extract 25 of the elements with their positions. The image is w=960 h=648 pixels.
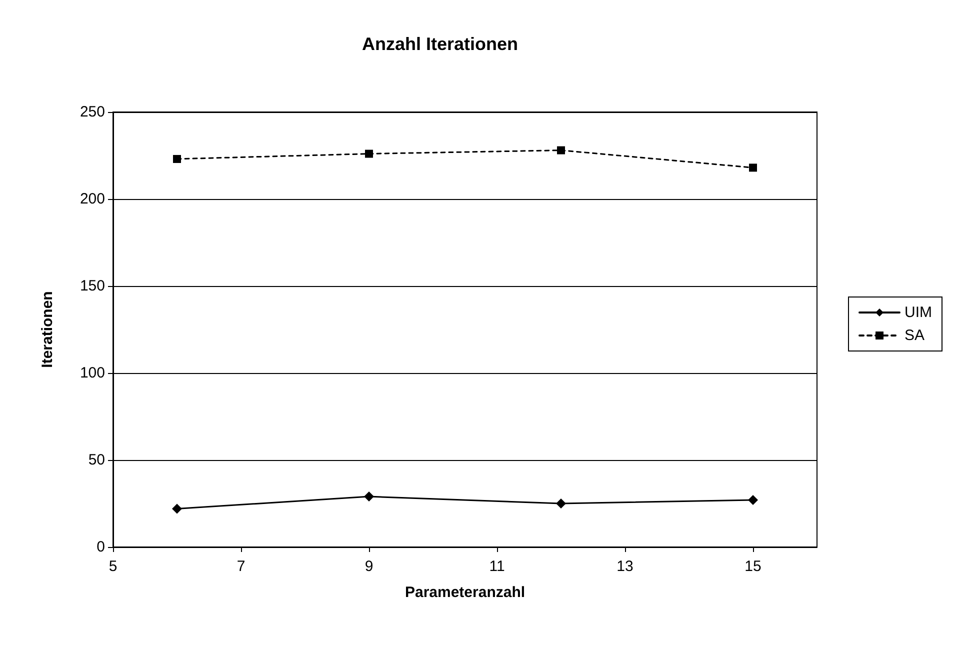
y-tick-label: 100: [80, 364, 105, 382]
y-tick-label: 200: [80, 190, 105, 208]
x-tick-label: 7: [236, 558, 246, 575]
point: [557, 146, 565, 154]
point: [364, 492, 374, 502]
point: [172, 504, 182, 514]
point: [748, 495, 758, 506]
point: [173, 154, 181, 163]
x-tick-label: 15: [744, 558, 762, 575]
x-tick-label: 5: [108, 558, 118, 575]
y-tick-label: 50: [88, 452, 105, 468]
x-tick-label: 9: [364, 558, 374, 575]
point: [556, 498, 566, 508]
y-axis-title: Iterationen: [39, 291, 56, 368]
y-tick-label: 250: [80, 104, 105, 120]
point: [365, 150, 373, 158]
point: [749, 164, 757, 172]
legend-label: SA: [904, 327, 925, 344]
chart-title: Anzahl Iterationen: [362, 34, 518, 54]
legend-label: UIM: [904, 304, 932, 321]
x-tick-label: 11: [489, 558, 505, 575]
y-tick-label: 0: [96, 538, 105, 556]
x-tick-label: 13: [616, 558, 634, 575]
y-tick-label: 150: [80, 278, 105, 294]
x-axis-title: Parameteranzahl: [404, 584, 526, 601]
